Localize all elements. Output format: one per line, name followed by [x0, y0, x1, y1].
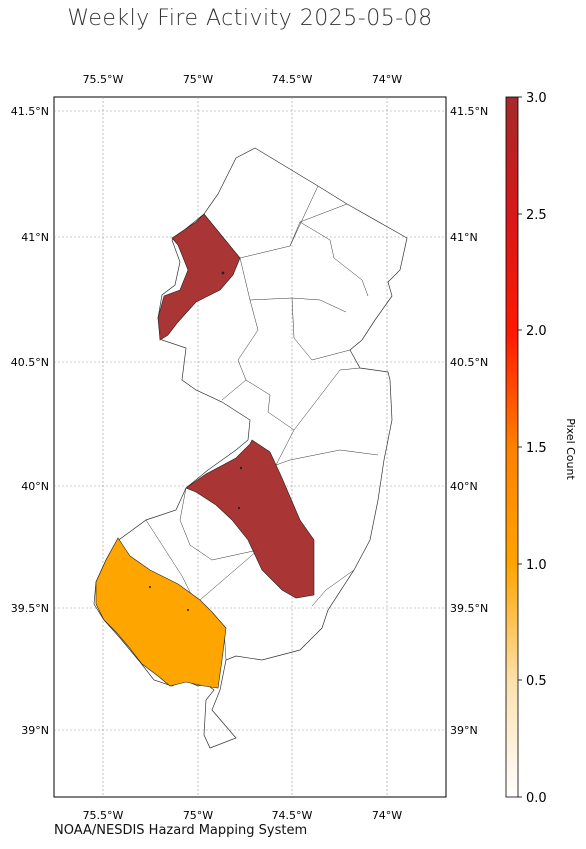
colorbar-tick: 0.5: [526, 674, 547, 689]
bottom-lon-ticks: 75.5°W 75°W 74.5°W 74°W: [83, 809, 403, 822]
fire-detections: [149, 271, 243, 611]
lat-tick-left: 39.5°N: [11, 602, 49, 615]
colorbar-label: Pixel Count: [564, 418, 577, 480]
lon-tick-bottom: 74°W: [372, 809, 402, 822]
colorbar-tick: 0.0: [526, 791, 547, 806]
colorbar-tick: 2.0: [526, 324, 547, 339]
lat-tick-right: 41°N: [450, 231, 478, 244]
lat-tick-left: 40.5°N: [11, 356, 49, 369]
colorbar-tick-marks: [518, 96, 522, 798]
lat-tick-right: 39.5°N: [450, 602, 488, 615]
lon-tick-bottom: 75°W: [183, 809, 213, 822]
lon-tick-top: 74.5°W: [272, 73, 313, 86]
left-lat-ticks: 41.5°N 41°N 40.5°N 40°N 39.5°N 39°N: [11, 105, 49, 737]
lat-tick-right: 40.5°N: [450, 356, 488, 369]
colorbar-tick: 2.5: [526, 208, 547, 223]
colorbar-tick: 1.0: [526, 558, 547, 573]
lon-tick-top: 75°W: [183, 73, 213, 86]
lon-tick-bottom: 75.5°W: [83, 809, 124, 822]
lat-tick-left: 41°N: [21, 231, 49, 244]
lat-tick-left: 39°N: [21, 724, 49, 737]
right-lat-ticks: 41.5°N 41°N 40.5°N 40°N 39.5°N 39°N: [450, 105, 488, 737]
map-title: Weekly Fire Activity 2025-05-08: [67, 6, 433, 31]
county-boundaries: [145, 185, 379, 661]
region-south: [95, 537, 227, 689]
region-burlington: [185, 439, 315, 599]
colorbar: [505, 96, 519, 798]
credit-text: NOAA/NESDIS Hazard Mapping System: [54, 823, 308, 838]
lat-tick-left: 40°N: [21, 480, 49, 493]
region-sussex: [157, 213, 241, 341]
lat-tick-left: 41.5°N: [11, 105, 49, 118]
lat-tick-right: 40°N: [450, 480, 478, 493]
lat-tick-right: 39°N: [450, 724, 478, 737]
colorbar-ticks: 0.0 0.5 1.0 1.5 2.0 2.5 3.0: [526, 91, 547, 806]
top-lon-ticks: 75.5°W 75°W 74.5°W 74°W: [83, 73, 403, 86]
colorbar-tick: 1.5: [526, 441, 547, 456]
colorbar-tick: 3.0: [526, 91, 547, 106]
lat-tick-right: 41.5°N: [450, 105, 488, 118]
lon-tick-bottom: 74.5°W: [272, 809, 313, 822]
lon-tick-top: 75.5°W: [83, 73, 124, 86]
lon-tick-top: 74°W: [372, 73, 402, 86]
